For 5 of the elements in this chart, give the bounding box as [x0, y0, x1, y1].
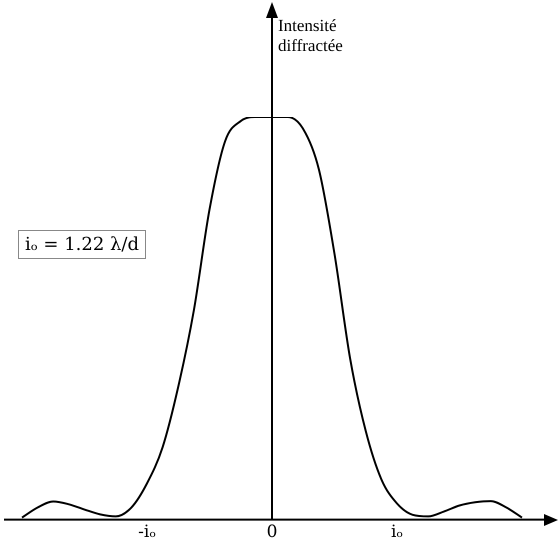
annotation: iₒ = 1.22 λ/d: [18, 230, 146, 259]
x-tick-label: -iₒ: [138, 522, 156, 542]
x-tick-label: 0: [266, 522, 278, 542]
x-tick-label: iₒ: [391, 522, 403, 542]
y-axis-title: Intensité diffractée: [278, 16, 344, 56]
